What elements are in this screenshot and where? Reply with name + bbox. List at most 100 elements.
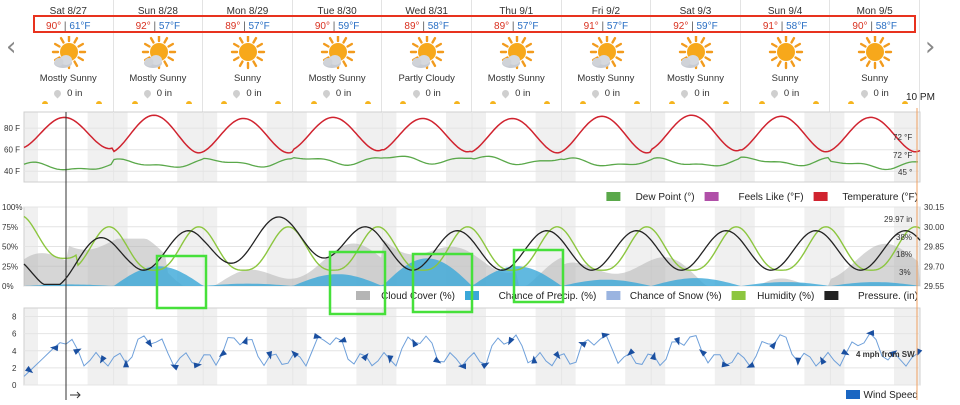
- day-temps: 90° | 61°F: [24, 21, 113, 32]
- wind-direction-arrow: [361, 353, 369, 362]
- wind-direction-arrow: [698, 349, 707, 357]
- sunrise-marker: [96, 101, 102, 104]
- night-band: [446, 308, 486, 385]
- day-date: Wed 8/31: [405, 6, 448, 17]
- wind-direction-arrow: [481, 362, 490, 370]
- day-temps: 91° | 58°F: [741, 21, 830, 32]
- sunrise-marker: [364, 101, 371, 104]
- day-condition: Sunny: [861, 73, 889, 84]
- wind-legend-swatch: [846, 390, 860, 399]
- day-condition: Partly Cloudy: [398, 73, 455, 84]
- low-temp: 61°F: [69, 21, 91, 32]
- high-temp: 89°: [225, 21, 241, 32]
- wind-tick-label: 2: [12, 364, 17, 373]
- day-column: Sun 8/28 92° | 57°F Mostly Sunny 0 in: [114, 0, 204, 112]
- precip-highlight-box: [155, 254, 208, 310]
- precip-legend-swatch: [356, 291, 370, 300]
- wind-direction-arrow: [601, 332, 610, 339]
- night-band: [24, 112, 38, 182]
- wind-tick-label: 6: [12, 330, 17, 339]
- wind-legend-label: Wind Speed: [864, 390, 918, 401]
- temp-legend-swatch: [813, 192, 828, 201]
- day-temps: 89° | 58°F: [382, 21, 471, 32]
- day-date: Thu 9/1: [499, 6, 534, 17]
- wind-direction-arrow: [241, 336, 248, 345]
- wind-direction-arrow: [627, 348, 635, 357]
- sunny-icon: [857, 34, 893, 72]
- high-temp: 92°: [135, 21, 151, 32]
- pressure-tick-label: 30.00: [924, 223, 945, 232]
- sunrise-marker: [669, 101, 676, 104]
- night-band: [714, 308, 755, 385]
- precip-legend-label: Humidity (%): [757, 291, 814, 302]
- sunrise-marker: [454, 101, 461, 104]
- temp-separator: |: [509, 21, 518, 32]
- pressure-tick-label: 29.85: [924, 243, 945, 252]
- wind-direction-arrow: [508, 336, 515, 346]
- sunrise-marker: [758, 101, 765, 104]
- wind-direction-arrow: [531, 355, 538, 364]
- night-band: [535, 308, 576, 385]
- mostly-sunny-icon: [141, 34, 177, 72]
- temperature-highlight-box: [33, 15, 916, 33]
- percent-tick-label: 25%: [2, 262, 18, 271]
- sunrise-marker: [185, 101, 192, 104]
- night-band: [804, 112, 845, 182]
- night-band: [894, 308, 920, 385]
- sunrise-marker: [221, 101, 228, 104]
- wind-direction-arrow: [553, 351, 561, 360]
- high-temp: 92°: [673, 21, 689, 32]
- day-column: Tue 8/30 90° | 59°F Mostly Sunny 0 in: [293, 0, 383, 112]
- temp-legend-swatch: [606, 192, 621, 201]
- night-band: [356, 308, 397, 385]
- next-arrow[interactable]: ›: [925, 32, 936, 62]
- day-date: Mon 9/5: [856, 6, 893, 17]
- day-date: Tue 8/30: [317, 6, 357, 17]
- low-temp: 57°F: [158, 21, 181, 32]
- wind-direction-arrow: [433, 356, 442, 364]
- night-band: [894, 112, 920, 182]
- day-precip: 0 in: [651, 88, 740, 99]
- night-band: [356, 112, 397, 182]
- sunny-icon: [230, 34, 266, 72]
- percent-tick-label: 75%: [2, 223, 18, 232]
- sunny-icon: [768, 34, 804, 72]
- day-temps: 89° | 57°F: [472, 21, 561, 32]
- high-temp: 90°: [46, 21, 62, 32]
- sunrise-marker: [633, 101, 640, 104]
- wind-direction-arrow: [650, 351, 656, 361]
- precip-amount: 0 in: [604, 88, 621, 99]
- wind-direction-arrow: [387, 355, 394, 364]
- time-direction-arrow: [70, 391, 81, 399]
- temp-legend-label: Dew Point (°): [636, 192, 695, 203]
- sunrise-marker: [400, 101, 407, 104]
- partly-cloudy-icon: [409, 34, 445, 72]
- low-temp: 57°F: [517, 21, 539, 32]
- night-band: [266, 112, 307, 182]
- sunrise-marker: [310, 101, 317, 104]
- day-temps: 90° | 58°F: [830, 21, 919, 32]
- low-temp: 58°F: [875, 21, 897, 32]
- wind-current-label: 4 mph from SW: [856, 350, 915, 359]
- wind-direction-arrow: [721, 361, 730, 368]
- day-temps: 90° | 59°F: [293, 21, 382, 32]
- night-band: [87, 308, 128, 385]
- day-column: Fri 9/2 91° | 57°F Mostly Sunny 0 in: [562, 0, 652, 112]
- night-band: [87, 112, 128, 182]
- wind-tick-label: 4: [12, 347, 17, 356]
- wind-direction-arrow: [218, 349, 227, 357]
- day-column: Sat 8/27 90° | 61°F Mostly Sunny 0 in: [24, 0, 114, 112]
- precip-amount: 0 in: [425, 88, 441, 99]
- wind-direction-arrow: [795, 357, 802, 366]
- dew-point-line: [23, 155, 919, 171]
- mostly-sunny-icon: [51, 34, 87, 72]
- day-date: Sun 9/4: [767, 6, 803, 17]
- night-band: [535, 112, 576, 182]
- night-band: [804, 308, 845, 385]
- humidity-line: [23, 215, 921, 271]
- day-precip: 0 in: [830, 88, 919, 99]
- previous-arrow[interactable]: ‹: [6, 32, 17, 62]
- pressure-tick-label: 29.55: [924, 282, 945, 291]
- low-temp: 58°F: [786, 21, 808, 32]
